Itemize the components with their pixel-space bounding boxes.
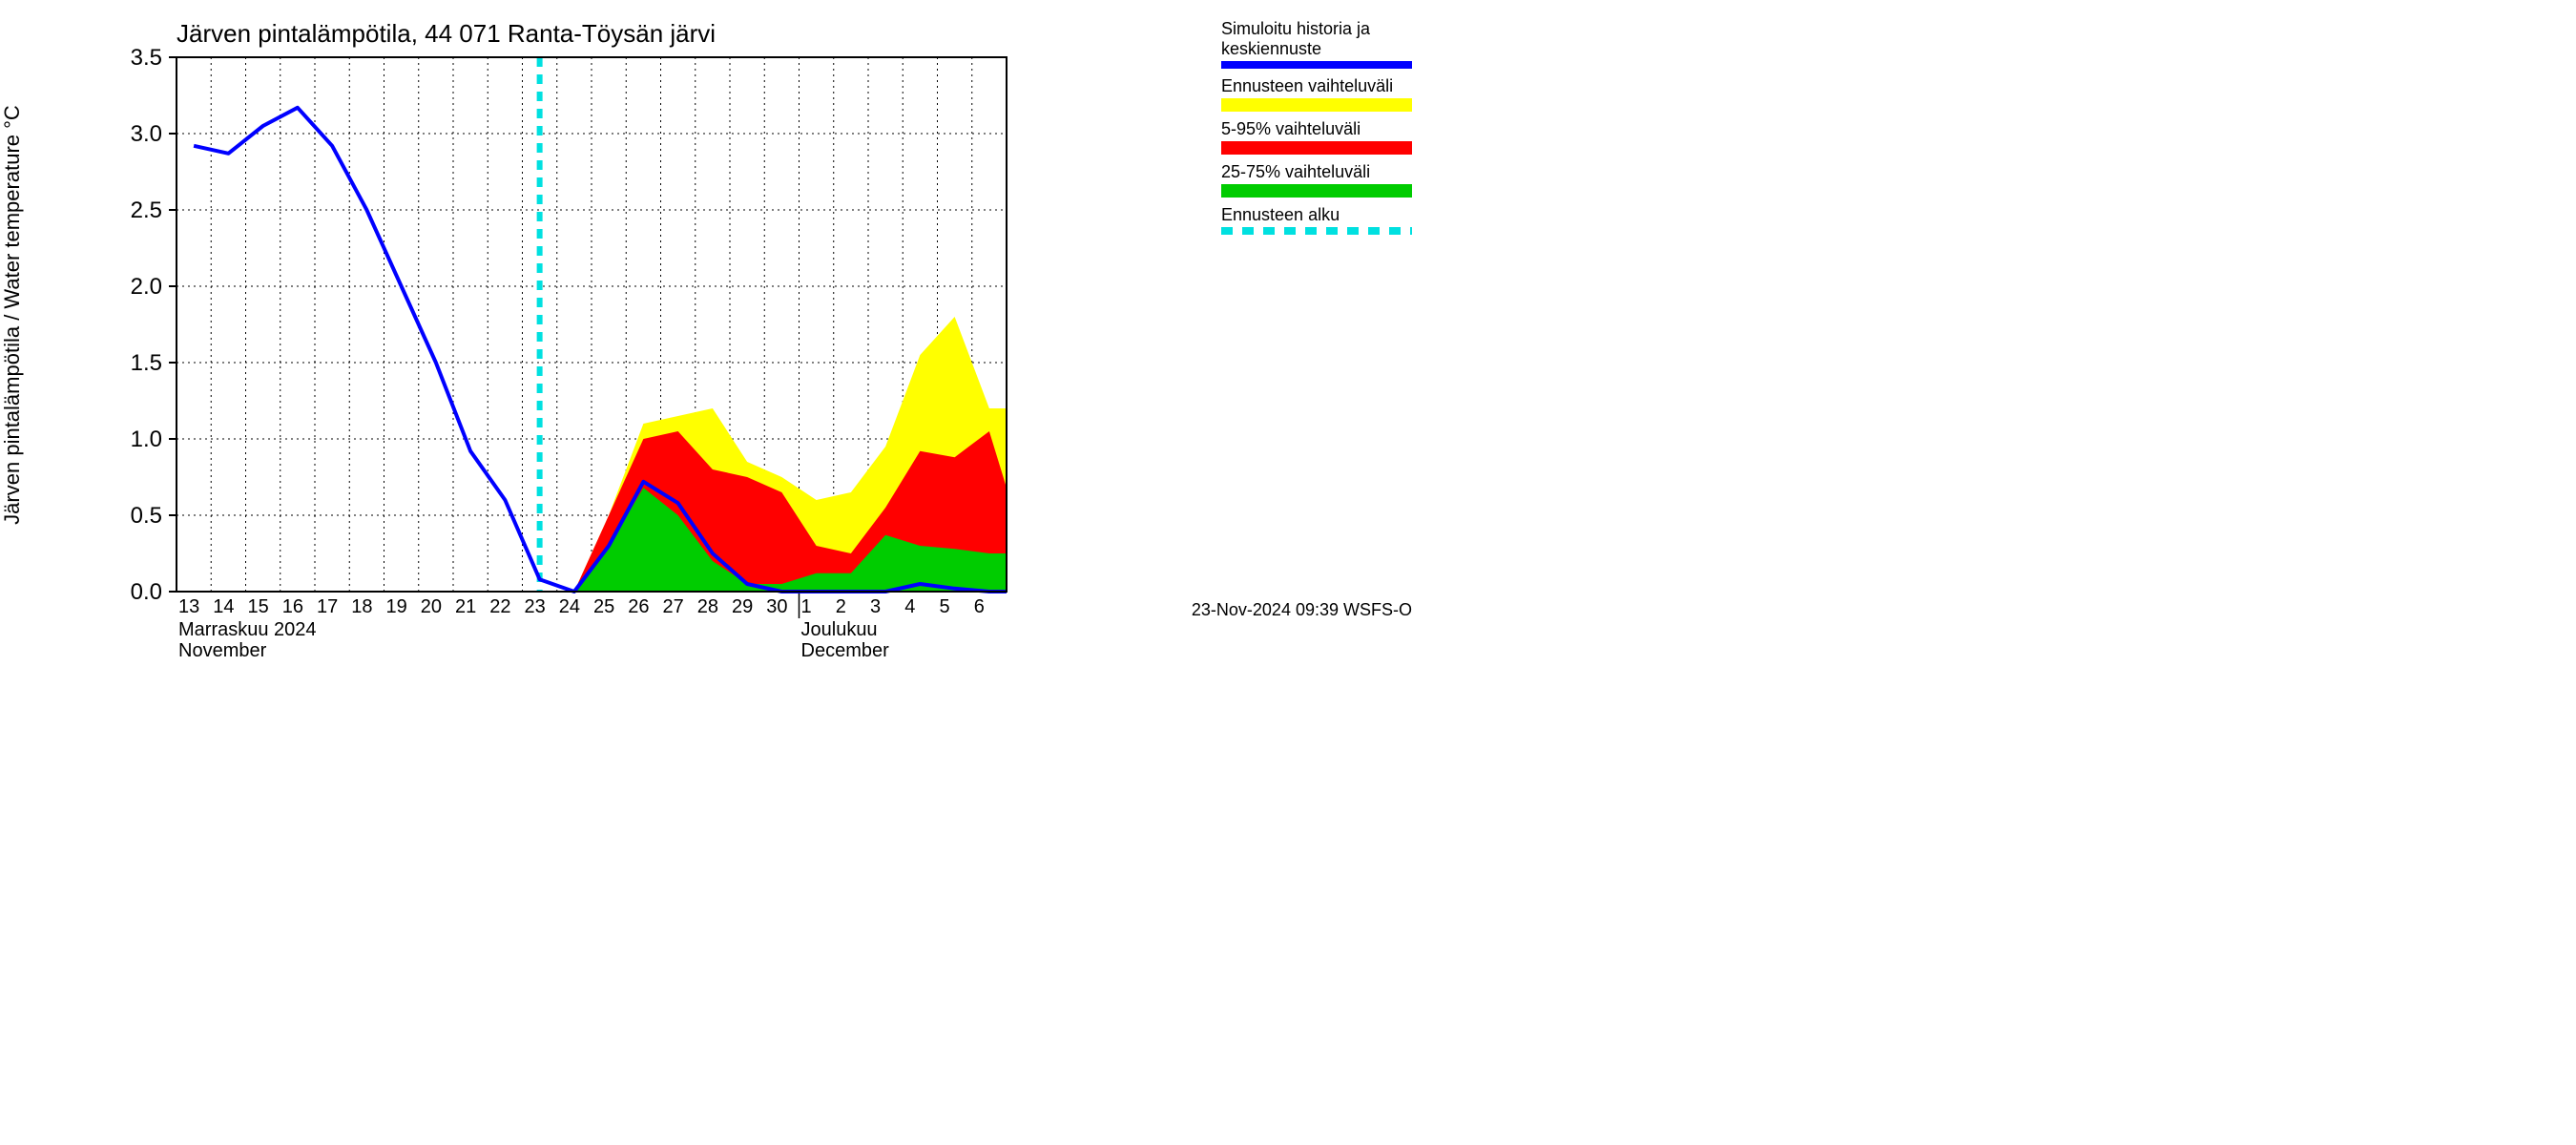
svg-text:22: 22 (489, 596, 510, 617)
legend-swatch (1221, 61, 1412, 69)
svg-text:28: 28 (697, 596, 718, 617)
svg-text:16: 16 (282, 596, 303, 617)
svg-text:27: 27 (663, 596, 684, 617)
svg-text:3.0: 3.0 (131, 121, 162, 147)
svg-text:23: 23 (525, 596, 546, 617)
svg-text:30: 30 (766, 596, 787, 617)
svg-text:Joulukuu: Joulukuu (801, 619, 878, 640)
legend-item: 5-95% vaihteluväli (1221, 119, 1412, 155)
legend-label: 25-75% vaihteluväli (1221, 162, 1412, 182)
svg-text:18: 18 (351, 596, 372, 617)
legend-swatch (1221, 184, 1412, 198)
svg-text:6: 6 (974, 596, 985, 617)
legend-label: Ennusteen alku (1221, 205, 1412, 225)
legend-item: 25-75% vaihteluväli (1221, 162, 1412, 198)
svg-text:1: 1 (801, 596, 812, 617)
legend-label: 5-95% vaihteluväli (1221, 119, 1412, 139)
legend-swatch (1221, 141, 1412, 155)
svg-text:4: 4 (904, 596, 915, 617)
timestamp-label: 23-Nov-2024 09:39 WSFS-O (1192, 600, 1412, 620)
svg-text:0.5: 0.5 (131, 503, 162, 529)
legend-item: Ennusteen alku (1221, 205, 1412, 235)
svg-text:3.5: 3.5 (131, 45, 162, 71)
svg-text:24: 24 (559, 596, 580, 617)
svg-text:17: 17 (317, 596, 338, 617)
legend-swatch (1221, 227, 1412, 235)
legend: Simuloitu historia ja keskiennuste Ennust… (1221, 19, 1412, 242)
chart-svg: 0.00.51.01.52.02.53.03.51314151617181920… (0, 0, 1431, 668)
legend-swatch (1221, 98, 1412, 112)
legend-item: Simuloitu historia ja keskiennuste (1221, 19, 1412, 69)
svg-text:0.0: 0.0 (131, 579, 162, 605)
svg-text:2.0: 2.0 (131, 274, 162, 300)
svg-text:26: 26 (628, 596, 649, 617)
svg-text:29: 29 (732, 596, 753, 617)
svg-text:14: 14 (213, 596, 234, 617)
svg-text:15: 15 (248, 596, 269, 617)
svg-text:1.0: 1.0 (131, 427, 162, 452)
svg-text:21: 21 (455, 596, 476, 617)
svg-text:19: 19 (386, 596, 407, 617)
svg-text:5: 5 (940, 596, 950, 617)
svg-text:Marraskuu 2024: Marraskuu 2024 (178, 619, 317, 640)
svg-text:25: 25 (593, 596, 614, 617)
chart-container: Järven pintalämpötila / Water temperatur… (0, 0, 1431, 630)
svg-text:2.5: 2.5 (131, 198, 162, 223)
legend-label: Simuloitu historia ja keskiennuste (1221, 19, 1412, 59)
svg-text:December: December (801, 640, 890, 661)
svg-text:13: 13 (178, 596, 199, 617)
svg-text:November: November (178, 640, 267, 661)
svg-text:3: 3 (870, 596, 881, 617)
legend-label: Ennusteen vaihteluväli (1221, 76, 1412, 96)
svg-text:20: 20 (421, 596, 442, 617)
legend-item: Ennusteen vaihteluväli (1221, 76, 1412, 112)
svg-text:1.5: 1.5 (131, 350, 162, 376)
svg-text:2: 2 (836, 596, 846, 617)
